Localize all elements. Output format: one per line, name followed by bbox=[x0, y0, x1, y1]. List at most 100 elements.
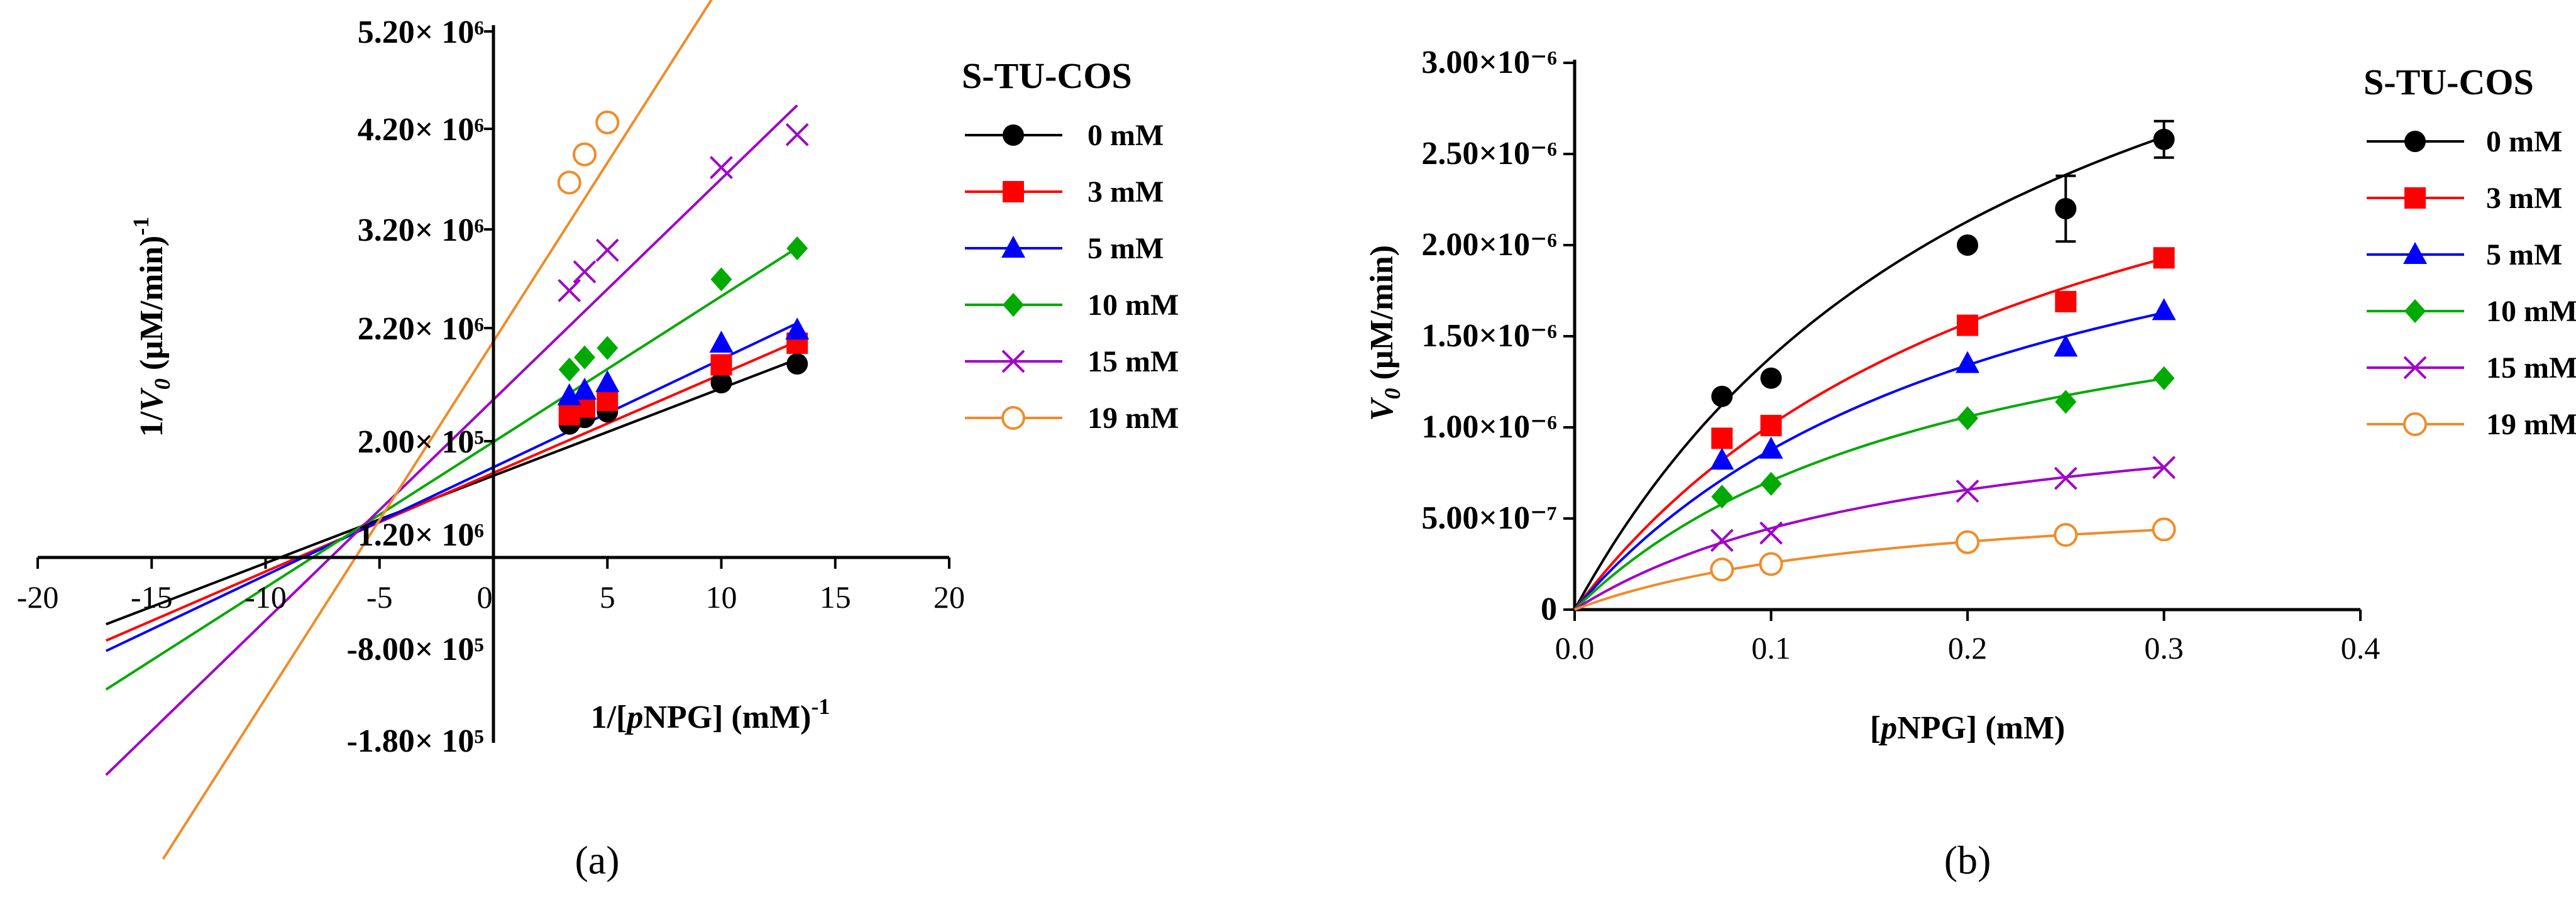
panel-b-data-points bbox=[1710, 128, 2176, 582]
panel-b-data-point bbox=[1710, 447, 1734, 470]
panel-b-data-point bbox=[1710, 557, 1734, 582]
panel-a-x-tick-label: 15 bbox=[820, 579, 851, 615]
panel-a-x-tick-label: -20 bbox=[17, 579, 59, 615]
panel-a-data-points bbox=[557, 110, 810, 435]
panel-a-data-point bbox=[786, 236, 808, 261]
panel-a-fit-line bbox=[105, 340, 798, 642]
panel-a-data-point bbox=[574, 345, 595, 370]
panel-b-legend-label: 3 mM bbox=[2486, 182, 2562, 215]
panel-a-legend: S-TU-COS 0 mM 3 mM 5 mM 10 mM 15 mM 19 mM bbox=[962, 55, 1179, 435]
panel-a-legend-label: 19 mM bbox=[1087, 402, 1179, 435]
panel-b-data-point bbox=[1956, 480, 1979, 503]
panel-a-legend-marker bbox=[1003, 181, 1024, 202]
panel-b-data-point bbox=[1956, 351, 1979, 373]
panel-a-y-tick-label: 1.20× 10⁶ bbox=[358, 517, 484, 553]
panel-b-data-point bbox=[2055, 290, 2077, 312]
panel-a-data-point bbox=[710, 354, 732, 376]
panel-a-x-tick-label: -10 bbox=[245, 579, 287, 615]
panel-a-data-point bbox=[786, 353, 808, 375]
panel-a-legend-label: 5 mM bbox=[1087, 232, 1164, 265]
panel-b-x-tick-label: 0.3 bbox=[2144, 630, 2184, 666]
panel-b-data-point bbox=[1760, 415, 1782, 437]
panel-a-legend-marker bbox=[1001, 406, 1025, 430]
panel-a-legend-marker bbox=[1001, 236, 1025, 258]
panel-a-legend-marker bbox=[1001, 349, 1025, 373]
panel-b-fit-curve bbox=[1573, 257, 2165, 611]
panel-b-data-point bbox=[1711, 427, 1733, 449]
panel-a-x-tick-label: 20 bbox=[933, 579, 965, 615]
panel-b-legend-marker bbox=[2404, 131, 2426, 152]
panel-b-data-point bbox=[1711, 385, 1733, 407]
panel-b-x-tick-label: 0.1 bbox=[1751, 630, 1791, 666]
panel-a-data-point bbox=[573, 377, 597, 400]
panel-b-y-tick-label: 3.00×10⁻⁶ bbox=[1421, 45, 1557, 80]
panel-b-data-point bbox=[1760, 367, 1782, 389]
panel-a-y-ticks: 5.20× 10⁶ 4.20× 10⁶ 3.20× 10⁶ 2.20× 10⁶ 2.00… bbox=[346, 14, 493, 759]
panel-b-x-tick-label: 0.0 bbox=[1555, 630, 1595, 666]
panel-b-data-point bbox=[1956, 530, 1979, 554]
panel-a-data-point bbox=[595, 370, 620, 392]
panel-a-data-point bbox=[557, 383, 581, 405]
panel-a-data-point bbox=[557, 170, 581, 195]
panel-a-data-point bbox=[558, 358, 580, 381]
panel-b-michaelis-menten: 0.0 0.1 0.2 0.3 0.4 0 5.00×10⁻⁷ 1.00×10⁻⁶ 1.50×… bbox=[1364, 45, 2576, 882]
panel-b-legend-title: S-TU-COS bbox=[2364, 62, 2534, 102]
panel-b-legend-label: 15 mM bbox=[2486, 351, 2576, 385]
panel-b-y-tick-label: 2.50×10⁻⁶ bbox=[1421, 136, 1557, 172]
panel-b-legend-label: 0 mM bbox=[2486, 125, 2562, 158]
panel-a-data-point bbox=[558, 279, 581, 302]
panel-b-y-tick-label: 0 bbox=[1541, 591, 1557, 627]
panel-a-x-axis-label: 1/[pNPG] (mM)-1 bbox=[591, 694, 830, 735]
panel-b-data-point bbox=[2054, 523, 2078, 547]
panel-a-label: (a) bbox=[575, 838, 619, 882]
panel-a-data-point bbox=[710, 371, 732, 393]
panel-a-data-point bbox=[785, 317, 810, 340]
panel-b-legend: S-TU-COS 0 mM 3 mM 5 mM 10 mM 15 mM 19 mM bbox=[2364, 62, 2576, 441]
panel-b-legend-marker bbox=[2403, 242, 2427, 264]
panel-a-data-point bbox=[710, 156, 733, 179]
panel-b-data-point bbox=[1759, 521, 1783, 545]
panel-b-legend-marker bbox=[2404, 187, 2426, 209]
panel-b-y-axis-label: V0 (μM/min) bbox=[1364, 245, 1405, 421]
panel-a-y-tick-label: 3.20× 10⁶ bbox=[358, 212, 484, 248]
panel-b-data-point bbox=[2055, 390, 2077, 414]
panel-b-data-point bbox=[1711, 485, 1733, 509]
panel-b-data-point bbox=[2055, 198, 2077, 219]
panel-a-y-tick-label: 5.20× 10⁶ bbox=[358, 14, 484, 50]
panel-b-data-point bbox=[2152, 298, 2176, 321]
panel-a-y-tick-label: 2.00× 10⁵ bbox=[358, 424, 484, 460]
panel-a-y-tick-label: 2.20× 10⁶ bbox=[358, 311, 484, 347]
panel-b-data-point bbox=[1957, 406, 1978, 431]
panel-a-data-point bbox=[573, 260, 597, 283]
panel-a-y-tick-label: -1.80× 10⁵ bbox=[346, 723, 484, 759]
panel-b-data-point bbox=[1759, 552, 1783, 576]
panel-b-data-point bbox=[1957, 314, 1978, 336]
panel-b-x-tick-label: 0.2 bbox=[1948, 630, 1988, 666]
panel-a-fit-line bbox=[162, 0, 713, 860]
panel-b-legend-marker bbox=[2404, 299, 2426, 323]
panel-a-data-point bbox=[595, 110, 620, 134]
panel-b-data-point bbox=[1710, 529, 1734, 552]
panel-a-x-tick-label: -15 bbox=[131, 579, 173, 615]
panel-a-legend-label: 0 mM bbox=[1087, 119, 1164, 152]
panel-a-x-tick-label: 5 bbox=[600, 579, 615, 615]
panel-a-fit-line bbox=[105, 246, 798, 691]
panel-b-x-ticks: 0.0 0.1 0.2 0.3 0.4 bbox=[1555, 610, 2381, 666]
panel-b-x-axis-label: [pNPG] (mM) bbox=[1870, 710, 2065, 746]
panel-b-data-point bbox=[2153, 366, 2175, 390]
panel-b-x-tick-label: 0.4 bbox=[2341, 630, 2381, 666]
panel-b-data-point bbox=[2054, 334, 2078, 357]
panel-a-x-ticks: -20 -15 -10 -5 0 5 10 15 20 bbox=[17, 557, 965, 615]
panel-a-fit-line bbox=[105, 322, 798, 652]
panel-a-data-point bbox=[597, 390, 619, 412]
panel-b-label: (b) bbox=[1944, 838, 1991, 882]
panel-b-y-tick-label: 1.50×10⁻⁶ bbox=[1421, 318, 1557, 354]
panel-b-data-point bbox=[2153, 247, 2175, 269]
panel-b-fit-curve bbox=[1573, 377, 2164, 611]
panel-a-x-tick-label: -5 bbox=[366, 579, 393, 615]
panel-a-data-point bbox=[573, 142, 597, 167]
panel-b-legend-marker bbox=[2403, 356, 2427, 380]
panel-a-x-tick-label: 10 bbox=[706, 579, 737, 615]
panel-a-y-tick-label: 4.20× 10⁶ bbox=[358, 112, 484, 148]
